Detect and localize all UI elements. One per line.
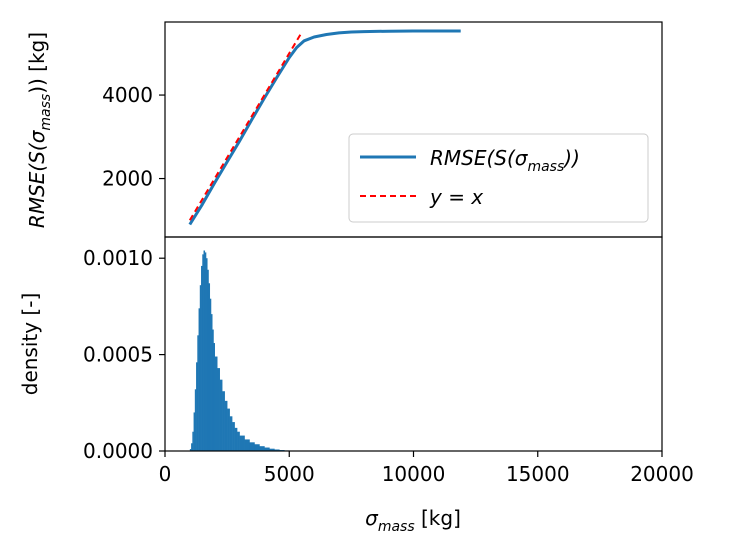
histogram-bar xyxy=(209,298,212,451)
histogram-bar xyxy=(193,412,196,451)
histogram-bar xyxy=(249,442,255,451)
x-tick-label: 10000 xyxy=(382,462,446,486)
histogram-bar xyxy=(264,447,270,451)
rmse-panel: 2000 4000 RMSE(S(σmass)) y = x RMSE(S(σma… xyxy=(25,21,663,238)
x-axis-label: σmass [kg] xyxy=(365,506,461,535)
histogram-bar xyxy=(239,435,245,451)
histogram-bar xyxy=(194,389,197,451)
histogram-bar xyxy=(204,252,207,451)
histogram-bar xyxy=(208,283,211,451)
x-tick-label: 20000 xyxy=(630,462,694,486)
bottom-x-ticks: 0 5000 10000 15000 20000 xyxy=(159,451,694,486)
x-tick-label: 15000 xyxy=(506,462,570,486)
bottom-y-tick-label: 0.0010 xyxy=(83,246,153,270)
histogram-bar xyxy=(227,408,230,451)
top-y-ticks: 2000 4000 xyxy=(102,83,165,191)
histogram-bar xyxy=(274,449,280,451)
series-line-0 xyxy=(188,29,461,226)
legend-label-rmse: RMSE(S(σmass)) xyxy=(430,146,580,175)
bottom-y-ticks: 0.0000 0.0005 0.0010 xyxy=(83,246,165,463)
top-y-axis-label: RMSE(S(σmass)) [kg] xyxy=(25,32,54,228)
bottom-y-tick-label: 0.0005 xyxy=(83,343,153,367)
histogram-bar xyxy=(259,446,265,451)
histogram-bar xyxy=(207,269,209,451)
x-tick-label: 5000 xyxy=(264,462,315,486)
histogram-bar xyxy=(198,308,201,451)
histogram-bar xyxy=(196,362,198,451)
top-y-tick-label: 2000 xyxy=(102,167,153,191)
histogram-bars xyxy=(189,250,295,451)
legend-label-y-equals-x: y = x xyxy=(429,185,483,209)
bottom-y-tick-label: 0.0000 xyxy=(83,439,153,463)
x-tick-label: 0 xyxy=(159,462,172,486)
histogram-bar xyxy=(219,379,223,451)
histogram-bar xyxy=(201,265,203,451)
histogram-bar xyxy=(254,444,260,451)
legend-box xyxy=(348,133,649,223)
histogram-bar xyxy=(244,439,250,451)
histogram-bar xyxy=(210,314,213,451)
histogram-bar xyxy=(192,431,194,451)
histogram-bar xyxy=(191,443,193,451)
bottom-axes-frame xyxy=(164,236,663,452)
histogram-bar xyxy=(232,422,235,451)
histogram-bar xyxy=(214,356,218,451)
top-series-group xyxy=(188,29,461,226)
histogram-bar xyxy=(197,335,199,451)
series-line-1 xyxy=(188,31,303,221)
histogram-bar xyxy=(213,343,215,451)
histogram-bar xyxy=(229,416,233,451)
histogram-bar xyxy=(199,285,202,451)
legend: RMSE(S(σmass)) y = x xyxy=(348,133,649,223)
histogram-bar xyxy=(222,391,225,451)
histogram-bar xyxy=(189,449,192,451)
histogram-bar xyxy=(224,400,228,451)
top-y-tick-label: 4000 xyxy=(102,83,153,107)
histogram-bar xyxy=(212,329,214,451)
histogram-bar xyxy=(269,448,275,451)
histogram-bar xyxy=(217,368,220,451)
bottom-y-axis-label: density [-] xyxy=(18,293,42,396)
histogram-bar xyxy=(202,254,204,451)
histogram-bar xyxy=(203,250,206,451)
histogram-bar xyxy=(237,431,240,451)
histogram-bar xyxy=(234,427,238,451)
histogram-bar xyxy=(206,258,208,451)
